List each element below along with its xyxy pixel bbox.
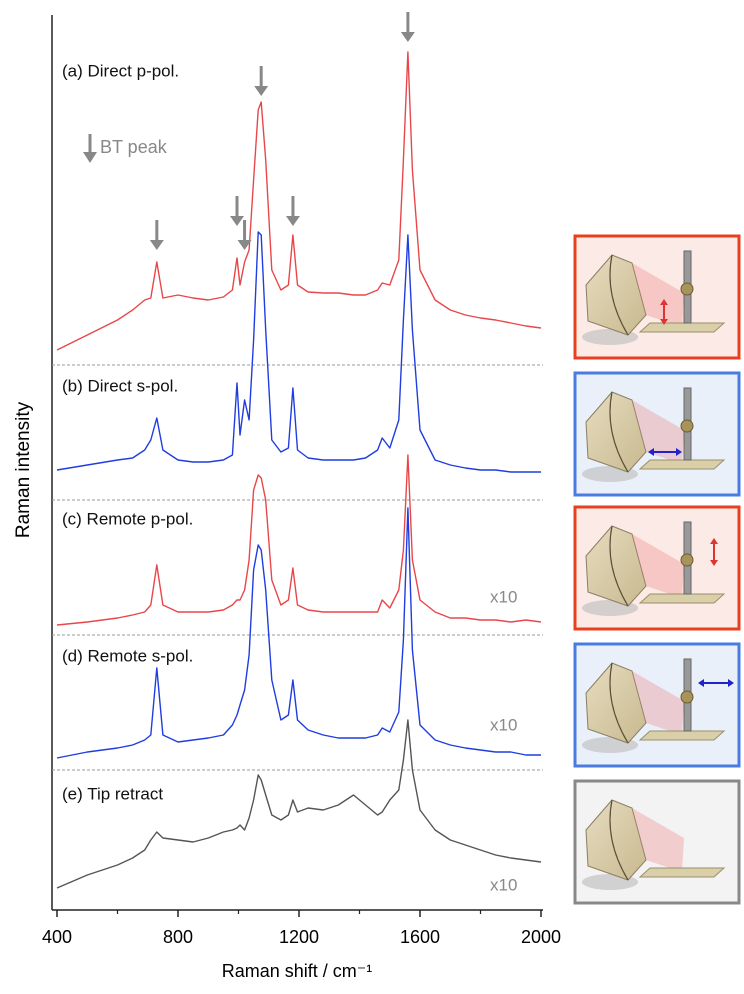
y-axis-label: Raman intensity (13, 401, 34, 538)
panel-label: (c) Remote p-pol. (62, 509, 193, 528)
legend-label: BT peak (100, 137, 168, 157)
x-tick-label: 1600 (400, 927, 440, 947)
illustration-e (575, 781, 739, 903)
scale-label: x10 (490, 715, 517, 734)
illustration-a (575, 236, 739, 358)
panel-label: (a) Direct p-pol. (62, 61, 179, 80)
x-tick-label: 1200 (279, 927, 319, 947)
x-tick-label: 400 (42, 927, 72, 947)
spectrum-line (57, 455, 541, 625)
arrow-head (230, 216, 244, 226)
bt-peak-arrow (401, 12, 415, 42)
spectrum-line (57, 232, 541, 472)
scale-label: x10 (490, 587, 517, 606)
bt-peak-arrow (230, 196, 244, 226)
x-tick-label: 2000 (521, 927, 561, 947)
panel-separators (52, 365, 543, 770)
arrow-head (254, 86, 268, 96)
x-axis-label: Raman shift / cm⁻¹ (222, 961, 373, 981)
x-tick-label: 800 (163, 927, 193, 947)
bt-peak-arrow (286, 196, 300, 226)
illustration-d (575, 644, 739, 766)
chart: Raman shift / cm⁻¹ Raman intensity BT pe… (0, 0, 744, 994)
illustration-c (575, 507, 739, 629)
legend-arrow-head (83, 152, 97, 163)
panel-label: (b) Direct s-pol. (62, 376, 178, 395)
illustration-b (575, 373, 739, 495)
spectrum-line (57, 508, 541, 758)
legend-key: BT peak (83, 134, 168, 163)
scale-label: x10 (490, 875, 517, 894)
spectrum-line (57, 52, 541, 350)
bt-peak-arrow (150, 220, 164, 250)
arrow-head (286, 216, 300, 226)
bt-peak-arrow (254, 66, 268, 96)
panel-label: (e) Tip retract (62, 784, 163, 803)
arrow-head (401, 32, 415, 42)
arrow-head (150, 240, 164, 250)
panel-label: (d) Remote s-pol. (62, 646, 193, 665)
